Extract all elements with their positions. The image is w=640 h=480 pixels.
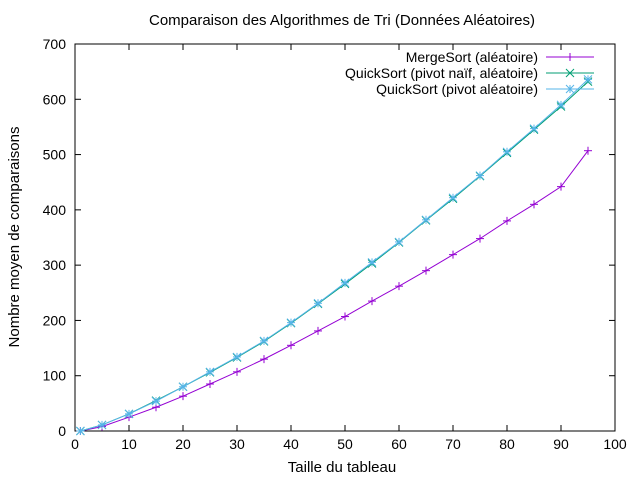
data-point	[151, 396, 161, 406]
data-point	[449, 250, 457, 259]
data-point	[179, 392, 187, 401]
x-tick-label: 20	[175, 436, 191, 452]
y-axis-title: Nombre moyen de comparaisons	[6, 127, 23, 348]
data-point	[233, 367, 241, 376]
data-point	[476, 234, 484, 243]
data-point	[124, 409, 134, 419]
legend-entry: QuickSort (pivot naïf, aléatoire)	[345, 65, 594, 81]
data-point	[584, 146, 592, 155]
data-point	[314, 326, 322, 335]
series-3	[76, 75, 593, 436]
data-point	[205, 367, 215, 377]
chart-title: Comparaison des Algorithmes de Tri (Donn…	[149, 12, 535, 29]
legend-label: QuickSort (pivot naïf, aléatoire)	[345, 65, 538, 81]
series-1	[76, 146, 592, 435]
series-line	[80, 79, 589, 432]
data-point	[259, 336, 269, 346]
x-tick-label: 10	[121, 436, 137, 452]
data-point	[178, 382, 188, 392]
data-point	[340, 278, 350, 288]
y-tick-label: 500	[43, 147, 67, 163]
series-line	[80, 81, 589, 432]
x-tick-label: 60	[391, 436, 407, 452]
data-point	[260, 355, 268, 364]
data-point	[341, 312, 349, 321]
series-layer	[76, 75, 593, 436]
data-point	[530, 200, 538, 209]
x-tick-label: 100	[603, 436, 627, 452]
x-tick-label: 0	[71, 436, 79, 452]
data-point	[556, 100, 566, 110]
y-tick-label: 100	[43, 368, 67, 384]
data-point	[448, 193, 458, 203]
data-point	[583, 75, 593, 84]
plot-frame	[74, 43, 616, 432]
data-point	[232, 352, 242, 362]
data-point	[206, 380, 214, 389]
legend-label: QuickSort (pivot aléatoire)	[376, 81, 538, 97]
x-tick-label: 70	[445, 436, 461, 452]
axis-ticks: 0 10 20 30 40 50 60 70 80 90 100 0 100 200 300 400 500 60…	[43, 36, 627, 452]
y-tick-label: 300	[43, 257, 67, 273]
x-tick-label: 30	[229, 436, 245, 452]
legend-sample-marker	[565, 84, 575, 94]
data-point	[287, 341, 295, 350]
legend-sample-marker	[565, 68, 575, 78]
data-point	[421, 215, 431, 225]
data-point	[529, 124, 539, 133]
legend-entry: QuickSort (pivot aléatoire)	[376, 81, 594, 97]
y-tick-label: 400	[43, 202, 67, 218]
series-line	[80, 150, 589, 432]
data-point	[422, 266, 430, 275]
data-point	[475, 171, 485, 180]
x-tick-label: 90	[553, 436, 569, 452]
x-tick-label: 80	[499, 436, 515, 452]
y-tick-label: 600	[43, 91, 67, 107]
data-point	[503, 216, 511, 225]
data-point	[502, 147, 512, 157]
x-tick-label: 50	[337, 436, 353, 452]
legend-label: MergeSort (aléatoire)	[406, 49, 538, 65]
series-2	[76, 77, 593, 436]
data-point	[368, 297, 376, 306]
y-tick-label: 700	[43, 36, 67, 52]
x-tick-label: 40	[283, 436, 299, 452]
y-tick-label: 0	[58, 423, 66, 439]
data-point	[97, 420, 107, 430]
y-tick-label: 200	[43, 312, 67, 328]
data-point	[286, 318, 296, 327]
data-point	[395, 282, 403, 291]
x-axis-title: Taille du tableau	[288, 459, 396, 476]
legend-sample-marker	[566, 53, 574, 61]
legend-entry: MergeSort (aléatoire)	[406, 49, 594, 65]
data-point	[367, 258, 377, 267]
data-point	[557, 182, 565, 191]
legend: MergeSort (aléatoire)QuickSort (pivot na…	[345, 49, 594, 97]
data-point	[76, 426, 85, 436]
data-point	[394, 237, 404, 247]
data-point	[313, 298, 323, 308]
